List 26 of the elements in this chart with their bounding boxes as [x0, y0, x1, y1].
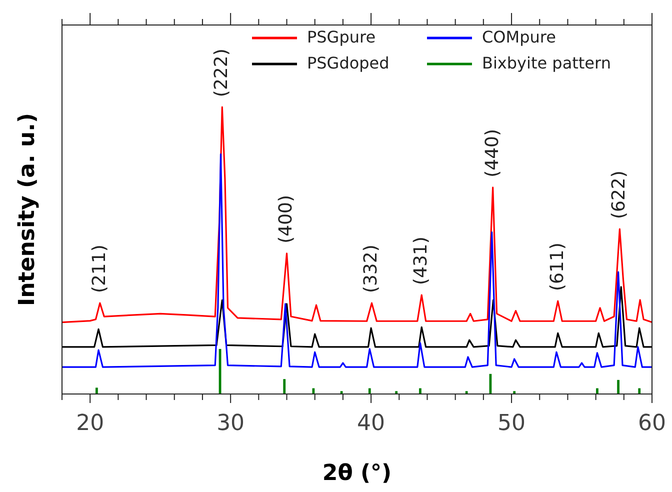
annotation: (222) [211, 48, 232, 98]
bar [638, 388, 641, 394]
annotation: (622) [608, 170, 630, 220]
legend-label: Bixbyite pattern [482, 53, 611, 72]
y-axis-title: Intensity (a. u.) [15, 112, 40, 306]
annotation: (400) [276, 194, 297, 244]
legend-label: COMpure [482, 27, 556, 46]
x-tick-label: 60 [638, 411, 666, 436]
bar [283, 379, 286, 394]
annotation: (211) [88, 244, 110, 294]
bar [419, 388, 422, 394]
bar [617, 380, 620, 394]
annotation: (440) [482, 129, 503, 178]
bar [368, 388, 371, 394]
x-tick-label: 40 [357, 411, 386, 436]
annotation: (332) [360, 244, 382, 294]
legend-label: PSGdoped [307, 53, 390, 72]
bar [596, 388, 598, 394]
legend-label: PSGpure [307, 27, 376, 46]
x-axis-title: 2θ (°) [322, 461, 392, 486]
x-tick-label: 20 [76, 411, 104, 436]
annotation: (431) [410, 236, 432, 286]
annotation: (611) [546, 242, 568, 292]
x-tick-label: 30 [216, 411, 245, 436]
bar [96, 388, 98, 394]
x-tick-label: 50 [498, 411, 526, 436]
